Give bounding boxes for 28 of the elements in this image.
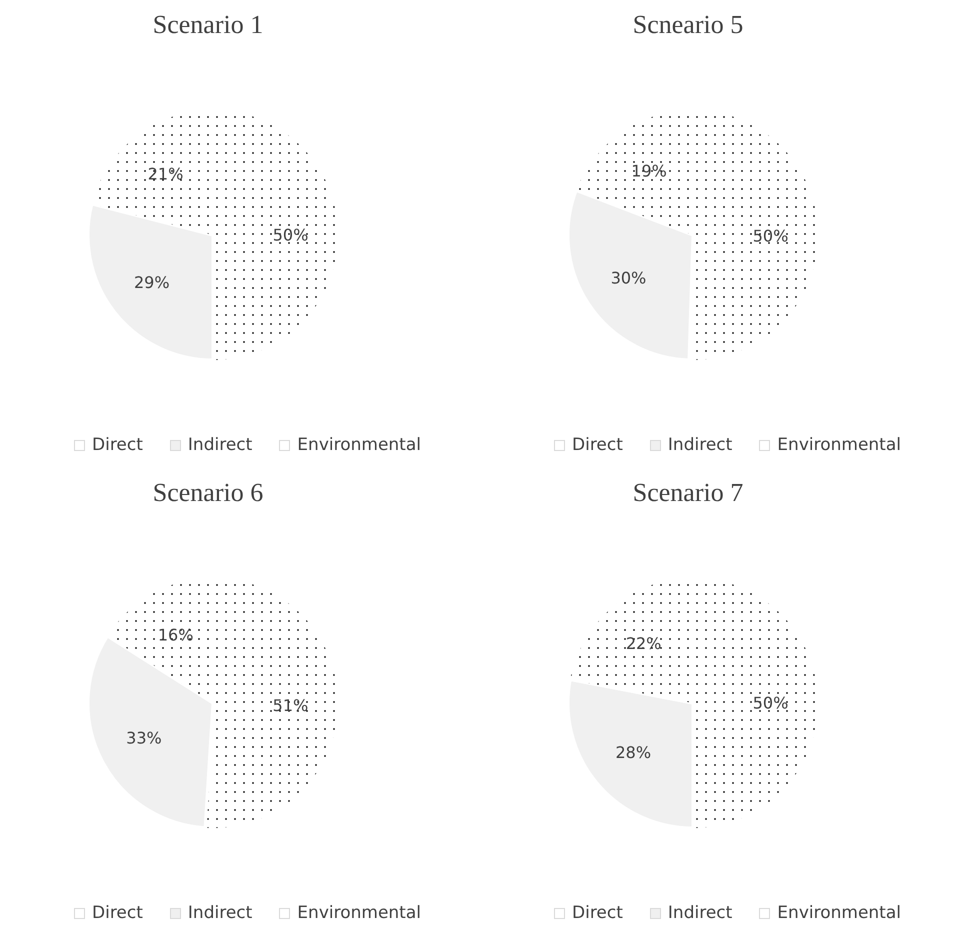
- legend-label: Environmental: [776, 903, 901, 923]
- data-label: 16%: [158, 626, 194, 645]
- data-label: 30%: [610, 268, 646, 288]
- data-label: 28%: [616, 742, 652, 762]
- data-label: 22%: [626, 634, 662, 653]
- legend-label: Direct: [571, 435, 623, 455]
- legend-label: Direct: [571, 903, 623, 923]
- chart-title: Scenario 6: [152, 478, 264, 508]
- chart-title: Scenario 1: [152, 10, 264, 40]
- legend-label: Direct: [91, 903, 143, 923]
- data-label: 19%: [631, 162, 667, 181]
- chart-title: Scneario 5: [632, 10, 744, 40]
- legend-label: Indirect: [666, 903, 732, 923]
- legend-label: Indirect: [186, 903, 252, 923]
- data-label: 33%: [126, 728, 162, 748]
- data-label: 21%: [148, 164, 184, 184]
- data-label: 29%: [134, 273, 170, 292]
- legend-label: Environmental: [776, 435, 901, 455]
- data-label: 51%: [272, 696, 308, 715]
- chart-title: Scenario 7: [632, 478, 744, 508]
- legend-label: Indirect: [666, 435, 732, 455]
- legend-label: Indirect: [186, 435, 252, 455]
- legend-label: Environmental: [296, 435, 421, 455]
- data-label: 50%: [272, 226, 308, 244]
- data-label: 50%: [752, 694, 788, 712]
- data-label: 50%: [752, 226, 788, 246]
- legend-label: Direct: [91, 435, 143, 455]
- legend-label: Environmental: [296, 903, 421, 923]
